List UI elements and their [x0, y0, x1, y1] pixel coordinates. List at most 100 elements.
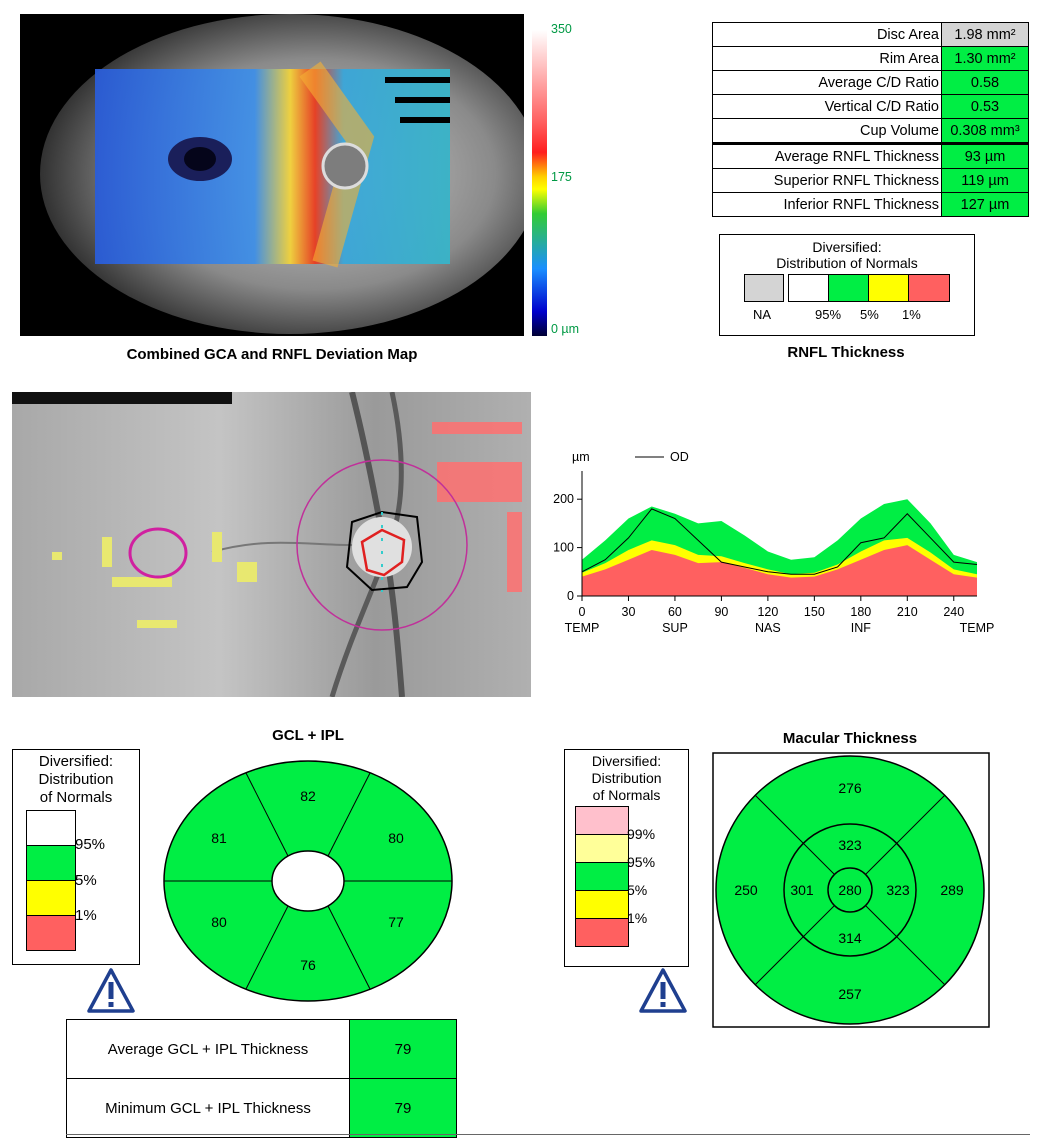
- macular-title: Macular Thickness: [782, 730, 918, 747]
- row-label: Cup Volume: [712, 118, 942, 144]
- x-tick-label: 30: [622, 605, 636, 619]
- row-label: Rim Area: [712, 46, 942, 71]
- row-label: Vertical C/D Ratio: [712, 94, 942, 119]
- series-line-od: [581, 508, 978, 575]
- fundus-overlay-image: [12, 392, 531, 697]
- row-value: 79: [349, 1019, 457, 1079]
- legend-swatch-yellow: [868, 274, 910, 302]
- table-row: Average GCL + IPL Thickness 79: [66, 1019, 457, 1079]
- y-tick-label: 0: [567, 589, 574, 603]
- macular-outer-superior: 276: [838, 780, 862, 796]
- warning-icon: [87, 968, 135, 1013]
- legend-label: 5%: [627, 882, 648, 898]
- gcl-title: GCL + IPL: [272, 727, 344, 744]
- x-tick-label: 240: [943, 605, 964, 619]
- tsnit-chart: µm OD 0 100 200 0 30 60 90 120 150 180 210 240 TEMP S…: [553, 450, 994, 635]
- legend-swatch-white: [788, 274, 830, 302]
- x-tick-label: 90: [714, 605, 728, 619]
- row-label: Minimum GCL + IPL Thickness: [66, 1078, 350, 1138]
- x-tick-label: 150: [804, 605, 825, 619]
- legend-swatch-na: [744, 274, 784, 302]
- sector-label: INF: [851, 621, 872, 635]
- gcl-sector-map: 82 81 80 80 77 76: [163, 760, 453, 1002]
- scale-tick-low: 0 µm: [551, 322, 580, 336]
- legend-swatch-green: [26, 845, 76, 881]
- legend-title: Distribution of Normals: [776, 255, 918, 271]
- x-tick-label: 0: [579, 605, 586, 619]
- rnfl-normals-legend: Diversified: Distribution of Normals NA …: [719, 234, 975, 336]
- legend-label: 95%: [627, 854, 656, 870]
- legend-label: 95%: [815, 307, 842, 322]
- thickness-color-scale: [532, 30, 547, 336]
- x-tick-label: 210: [897, 605, 918, 619]
- row-label: Average GCL + IPL Thickness: [66, 1019, 350, 1079]
- macular-inner-superior: 323: [838, 837, 862, 853]
- legend-swatch-red: [908, 274, 950, 302]
- legend-swatch-yellow: [575, 890, 629, 919]
- rnfl-parameters-table: Disc Area 1.98 mm² Rim Area 1.30 mm² Avera…: [712, 22, 1029, 217]
- legend-label: 1%: [75, 907, 97, 924]
- row-value: 127 µm: [941, 192, 1029, 217]
- legend-swatch-red: [575, 918, 629, 947]
- legend-swatch-yellow: [26, 880, 76, 916]
- x-tick-label: 120: [757, 605, 778, 619]
- macular-outer-nasal: 289: [940, 882, 964, 898]
- macular-outer-temporal: 250: [734, 882, 758, 898]
- y-tick-label: 200: [553, 492, 574, 506]
- table-row: Average C/D Ratio 0.58: [712, 70, 1029, 95]
- table-row: Rim Area 1.30 mm²: [712, 46, 1029, 71]
- scale-tick-high: 350: [551, 22, 572, 36]
- chart-ylabel: µm: [572, 450, 590, 464]
- legend-swatch-green: [575, 862, 629, 891]
- gcl-sector-superonasal: 80: [388, 830, 404, 846]
- legend-label: 1%: [627, 910, 648, 926]
- macular-center: 280: [838, 882, 862, 898]
- legend-label: 95%: [75, 836, 106, 853]
- row-value: 1.30 mm²: [941, 46, 1029, 71]
- legend-title: Distribution: [38, 771, 114, 788]
- footer-divider: [66, 1134, 1030, 1135]
- table-row: Minimum GCL + IPL Thickness 79: [66, 1078, 457, 1138]
- row-label: Superior RNFL Thickness: [712, 168, 942, 193]
- scale-tick-mid: 175: [551, 170, 572, 184]
- legend-title: Diversified:: [812, 239, 882, 255]
- sector-label: SUP: [662, 621, 688, 635]
- row-value: 93 µm: [941, 142, 1029, 169]
- macular-inner-inferior: 314: [838, 930, 862, 946]
- legend-swatch-pink: [575, 806, 629, 835]
- legend-title: Diversified:: [591, 753, 662, 769]
- legend-title: of Normals: [39, 789, 113, 806]
- row-value: 0.308 mm³: [941, 118, 1029, 144]
- row-value: 0.58: [941, 70, 1029, 95]
- row-label: Inferior RNFL Thickness: [712, 192, 942, 217]
- row-value: 0.53: [941, 94, 1029, 119]
- band-below-1: [582, 545, 977, 596]
- y-tick-label: 100: [553, 541, 574, 555]
- gcl-sector-inferotemporal: 80: [211, 914, 227, 930]
- warning-icon: [639, 968, 687, 1013]
- row-value: 79: [349, 1078, 457, 1138]
- legend-label-od: OD: [670, 450, 689, 464]
- legend-label: 1%: [902, 307, 921, 322]
- table-row: Superior RNFL Thickness 119 µm: [712, 168, 1029, 193]
- legend-label: 5%: [860, 307, 879, 322]
- gcl-normals-legend: Diversified: Distribution of Normals 95%…: [12, 749, 140, 965]
- legend-label: 99%: [627, 826, 656, 842]
- table-row: Average RNFL Thickness 93 µm: [712, 142, 1029, 169]
- table-row: Cup Volume 0.308 mm³: [712, 118, 1029, 144]
- x-tick-label: 60: [668, 605, 682, 619]
- legend-swatch-lightyellow: [575, 834, 629, 863]
- row-label: Average RNFL Thickness: [712, 142, 942, 169]
- legend-label: 5%: [75, 872, 97, 889]
- gcl-sector-superior: 82: [300, 788, 316, 804]
- legend-title: of Normals: [592, 787, 661, 803]
- row-value: 1.98 mm²: [941, 22, 1029, 47]
- deviation-map-caption: Combined GCA and RNFL Deviation Map: [126, 346, 418, 363]
- macular-inner-nasal: 323: [886, 882, 910, 898]
- legend-title: Diversified:: [38, 753, 114, 770]
- legend-title: Distribution: [591, 770, 662, 786]
- row-label: Disc Area: [712, 22, 942, 47]
- table-row: Inferior RNFL Thickness 127 µm: [712, 192, 1029, 217]
- sector-label: TEMP: [565, 621, 600, 635]
- gcl-sector-inferonasal: 77: [388, 914, 404, 930]
